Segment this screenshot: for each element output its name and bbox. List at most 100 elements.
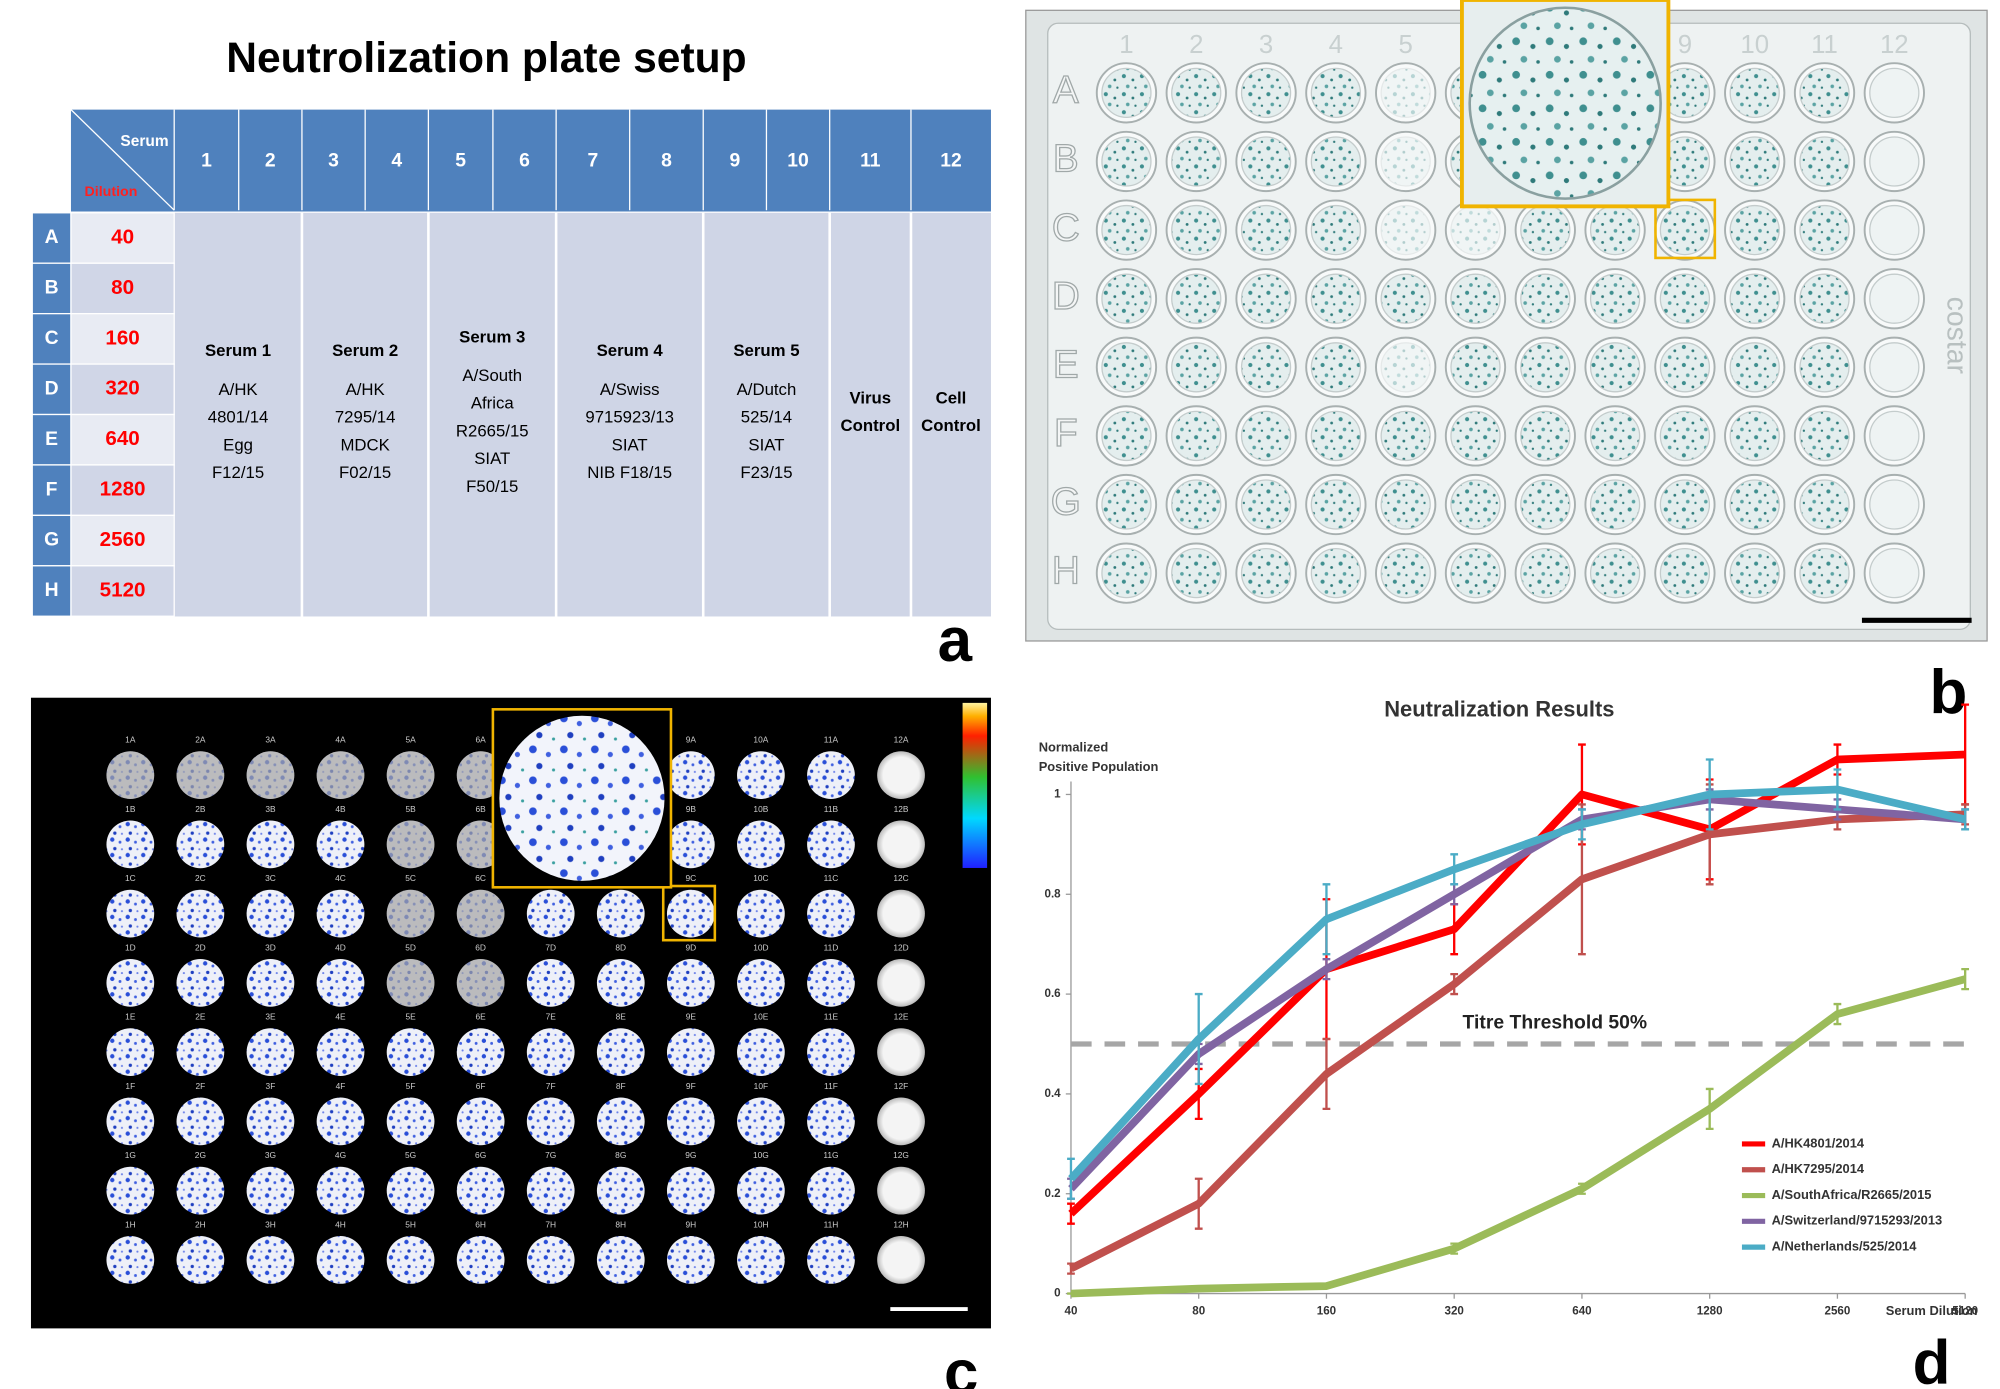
well [526, 889, 575, 938]
well-content [1450, 479, 1501, 530]
well [807, 1028, 855, 1076]
well-label: 11H [824, 1219, 839, 1229]
group-detail: Africa [471, 394, 515, 413]
well-label: 3B [265, 804, 276, 814]
well-label: 2B [195, 804, 206, 814]
well-label: 5H [405, 1219, 416, 1229]
well [316, 959, 365, 1007]
well [666, 751, 715, 799]
row-letter: B [45, 277, 59, 299]
well-content [1310, 67, 1362, 119]
threshold-label: Titre Threshold 50% [1463, 1011, 1648, 1033]
well-label: 11C [824, 873, 839, 883]
well-label: 6G [475, 1150, 486, 1160]
well-content [1101, 342, 1152, 393]
well [246, 820, 295, 869]
well-content [1520, 273, 1571, 324]
column-number: 3 [328, 149, 339, 171]
well [666, 820, 715, 869]
column-number: 2 [1189, 31, 1203, 59]
column-number: 7 [588, 149, 599, 171]
well [666, 1097, 715, 1146]
panel-c: c 1A 2A 3A 4A 5A 6A 9A 10A 11A 12A 1B 2B 3B 4B 5B 6B 9B 1… [30, 697, 991, 1389]
group-detail: A/Dutch [737, 380, 797, 399]
corner-diagonal [70, 109, 175, 211]
well [807, 751, 855, 799]
group-title: Serum 1 [205, 341, 271, 360]
row-letter: F [1054, 412, 1078, 455]
well-content [1240, 547, 1292, 599]
error-bar [1833, 1002, 1842, 1026]
row-header [31, 313, 72, 365]
well-content [1310, 136, 1362, 187]
well-content [1589, 479, 1641, 530]
error-bar [1705, 758, 1714, 831]
group-detail: SIAT [748, 435, 784, 454]
well-content [1310, 547, 1362, 599]
well-label: 1B [125, 804, 136, 814]
well-content [1101, 410, 1152, 462]
error-bar [1450, 853, 1459, 886]
column-number: 1 [201, 149, 212, 171]
x-tick-label: 320 [1445, 1305, 1464, 1318]
well-label: 9D [685, 942, 696, 952]
well-base [316, 751, 365, 799]
well-label: 6F [476, 1081, 486, 1091]
row-header [31, 464, 72, 517]
well [106, 1166, 155, 1215]
well-content [1729, 273, 1780, 324]
well-label: 4F [336, 1081, 346, 1091]
dilution: 640 [105, 427, 139, 450]
well [737, 1028, 785, 1076]
column-number: 10 [1740, 31, 1769, 59]
well [807, 1097, 855, 1146]
well-content [1589, 342, 1641, 393]
well-content [1310, 410, 1362, 462]
well [877, 1236, 925, 1284]
well-content [1380, 547, 1431, 599]
well-content [1589, 410, 1641, 462]
panel-label: b [1929, 658, 1967, 727]
y-tick-label: 0.4 [1045, 1087, 1062, 1100]
error-bar [1322, 1037, 1331, 1111]
well-label: 3F [266, 1081, 276, 1091]
well [316, 1166, 365, 1215]
well-label: 2G [195, 1150, 206, 1160]
well-label: 10G [753, 1150, 769, 1160]
well-label: 2A [195, 735, 206, 745]
well-label: 10H [753, 1219, 768, 1229]
well [246, 1028, 295, 1076]
well-label: 1G [125, 1150, 136, 1160]
well-label: 6B [476, 804, 487, 814]
well [316, 820, 365, 869]
row-letter: D [45, 377, 59, 399]
y-tick-label: 0.2 [1045, 1187, 1061, 1200]
row-letter: C [45, 327, 59, 349]
well-base [386, 889, 435, 938]
well-content [1101, 273, 1152, 324]
well-content [1101, 204, 1152, 256]
well [106, 1028, 155, 1076]
well-content [1310, 204, 1362, 256]
error-bar [1067, 1157, 1075, 1200]
well-label: 4C [335, 873, 346, 883]
well-content [1171, 204, 1222, 256]
panel-a: Neutrolization plate setup Serum Dilutio… [31, 34, 991, 675]
well [386, 1097, 435, 1146]
well-content [1240, 273, 1292, 324]
well-content [1520, 547, 1571, 599]
well-content [1869, 67, 1920, 119]
series-line [1068, 795, 1966, 1192]
column-number: 1 [1119, 31, 1133, 59]
well-label: 12F [894, 1081, 908, 1091]
well-label: 8D [615, 942, 626, 952]
well-content [1729, 410, 1780, 462]
well [596, 959, 645, 1007]
group-title: Control [921, 416, 981, 435]
group-title: Serum 5 [733, 341, 799, 360]
header-dilution: Dilution [85, 184, 138, 200]
row-header [31, 363, 72, 416]
well-label: 6A [476, 735, 487, 745]
group-title: Cell [936, 388, 967, 407]
